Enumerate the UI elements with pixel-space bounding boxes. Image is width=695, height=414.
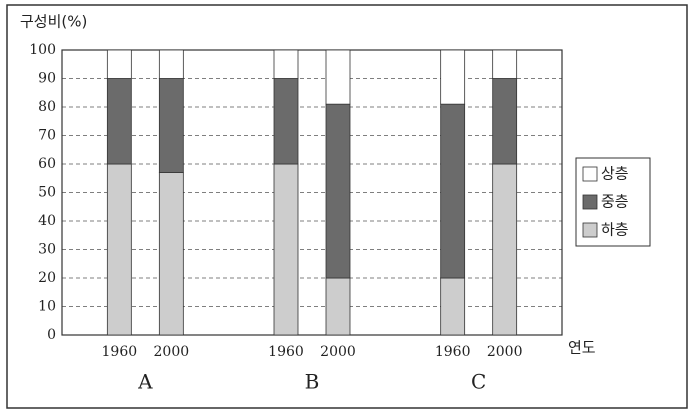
- y-tick-label: 70: [38, 128, 56, 144]
- bar-segment: [325, 277, 351, 336]
- group-label: B: [305, 370, 320, 394]
- legend-label: 하층: [601, 221, 629, 239]
- frame: [6, 4, 688, 409]
- y-tick-label: 0: [47, 327, 56, 343]
- bar-segment: [158, 78, 184, 173]
- legend-swatch: [582, 194, 598, 210]
- bar-segment: [492, 49, 518, 79]
- y-tick-label: 30: [38, 242, 56, 258]
- bar-segment: [440, 103, 466, 279]
- bar-segment: [325, 103, 351, 279]
- plot-frame: [61, 49, 563, 336]
- y-tick-label: 10: [38, 299, 56, 315]
- y-tick-label: 80: [38, 99, 56, 115]
- bar-segment: [158, 172, 184, 336]
- group-label: C: [471, 370, 486, 394]
- bar-segment: [106, 49, 132, 79]
- bar-segment: [273, 49, 299, 79]
- bar-segment: [273, 78, 299, 165]
- x-tick-label: 2000: [487, 344, 523, 360]
- bar-segment: [158, 49, 184, 79]
- x-tick-label: 1960: [268, 344, 304, 360]
- x-tick-label: 2000: [154, 344, 190, 360]
- x-axis-label: 연도: [568, 339, 596, 357]
- group-label: A: [137, 370, 153, 394]
- y-tick-label: 20: [38, 270, 56, 286]
- bar-segment: [106, 78, 132, 165]
- x-tick-label: 1960: [435, 344, 471, 360]
- x-tick-label: 1960: [102, 344, 138, 360]
- x-tick-label: 2000: [320, 344, 356, 360]
- y-tick-label: 100: [29, 42, 56, 58]
- bar-segment: [325, 49, 351, 105]
- bar-segment: [492, 78, 518, 165]
- y-axis-label: 구성비(%): [20, 13, 87, 31]
- y-tick-label: 50: [38, 185, 56, 201]
- legend-swatch: [582, 222, 598, 238]
- y-tick-label: 90: [38, 71, 56, 87]
- legend-label: 중층: [601, 193, 629, 211]
- bar-segment: [492, 163, 518, 336]
- bar-segment: [106, 163, 132, 336]
- legend-label: 상층: [601, 165, 629, 183]
- y-tick-label: 60: [38, 156, 56, 172]
- bar-segment: [440, 49, 466, 105]
- legend-swatch: [582, 166, 598, 182]
- bar-segment: [440, 277, 466, 336]
- y-tick-label: 40: [38, 213, 56, 229]
- bar-segment: [273, 163, 299, 336]
